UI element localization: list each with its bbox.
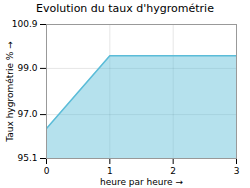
html-text:Evolution du taux d'hygrométri: Evolution du taux d'hygrométrie (36, 2, 214, 15)
svg-text:100.9: 100.9 (12, 19, 38, 29)
svg-text:Taux hygrométrie % →: Taux hygrométrie % → (5, 41, 15, 143)
svg-text:1: 1 (107, 166, 113, 176)
svg-text:97.0: 97.0 (17, 109, 37, 119)
svg-text:3: 3 (234, 166, 240, 176)
svg-text:0: 0 (44, 166, 50, 176)
svg-text:2: 2 (170, 166, 176, 176)
svg-text:heure par heure →: heure par heure → (100, 177, 183, 187)
svg-text:99.0: 99.0 (17, 63, 37, 73)
svg-text:95.1: 95.1 (17, 153, 37, 163)
